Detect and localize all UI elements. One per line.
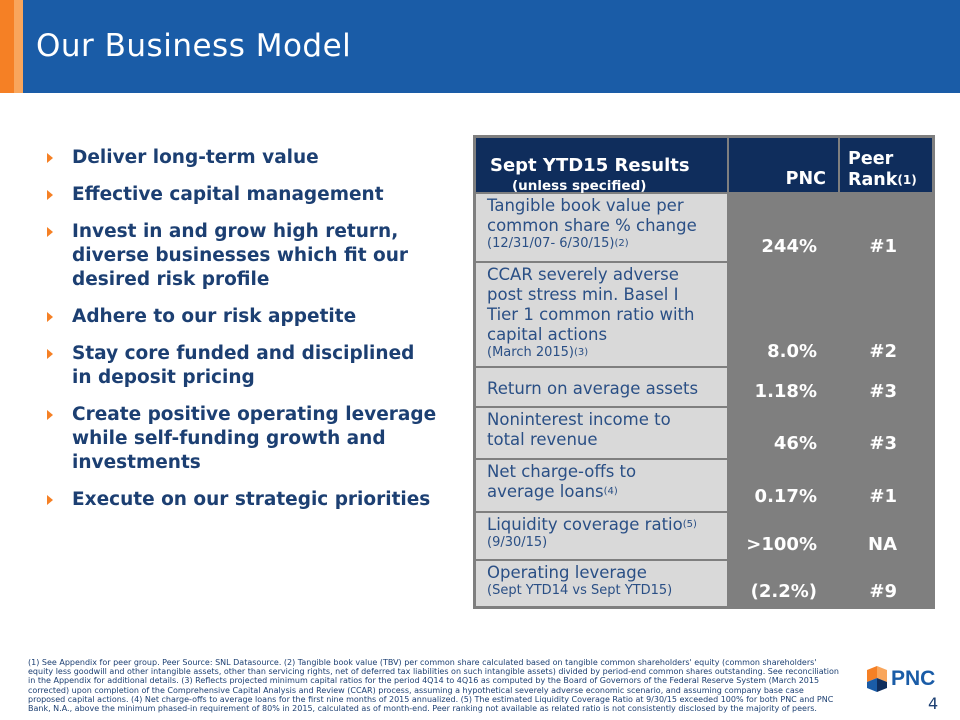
- caret-right-icon: [47, 227, 53, 237]
- header-rank-line1: Peer: [848, 149, 894, 169]
- caret-right-icon: [47, 495, 53, 505]
- bullet-text: Adhere to our risk appetite: [72, 306, 357, 327]
- footnote-ref: (4): [603, 486, 618, 497]
- row-label-line: Operating leverage: [487, 563, 647, 582]
- table-cell-rank: #3: [840, 368, 932, 406]
- footnote-ref: (5): [682, 519, 697, 530]
- title-accent-stripe-light: [14, 0, 23, 93]
- table-cell-pnc: >100%: [729, 513, 838, 559]
- bullet-item: Effective capital management: [44, 183, 439, 207]
- row-label-line: CCAR severely adverse: [487, 265, 679, 284]
- row-label-line: total revenue: [487, 430, 598, 449]
- header-pnc-cell: PNC: [729, 138, 838, 192]
- footnote-ref: (2): [614, 238, 629, 249]
- footnote-ref: (3): [574, 347, 589, 358]
- row-label-line: capital actions: [487, 325, 608, 344]
- caret-right-icon: [47, 312, 53, 322]
- caret-right-icon: [47, 349, 53, 359]
- table-cell-pnc: 0.17%: [729, 460, 838, 511]
- table-cell-rank: #1: [840, 194, 932, 261]
- bullet-item: Adhere to our risk appetite: [44, 305, 439, 329]
- table-cell-rank: #1: [840, 460, 932, 511]
- table-cell-pnc: 8.0%: [729, 263, 838, 366]
- table-row-label: Net charge-offs to average loans(4): [476, 460, 727, 511]
- bullet-item: Create positive operating leverage while…: [44, 403, 439, 475]
- row-label-sub: (9/30/15): [487, 535, 548, 550]
- table-cell-pnc: 1.18%: [729, 368, 838, 406]
- header-rank-label: Peer Rank(1): [848, 149, 917, 191]
- bullet-text: Deliver long-term value: [72, 147, 319, 168]
- bullet-item: Deliver long-term value: [44, 146, 439, 170]
- table-cell-rank: #9: [840, 561, 932, 606]
- row-label-line: post stress min. Basel I: [487, 285, 679, 304]
- bullet-text: Execute on our strategic priorities: [72, 489, 431, 510]
- footnote-text: (1) See Appendix for peer group. Peer So…: [28, 658, 839, 714]
- header-rank-line2: Rank: [848, 170, 898, 190]
- title-accent-stripe: [0, 0, 14, 93]
- table-cell-pnc: (2.2%): [729, 561, 838, 606]
- table-row-label: Tangible book value per common share % c…: [476, 194, 727, 261]
- table-cell-rank: #2: [840, 263, 932, 366]
- table-cell-pnc: 244%: [729, 194, 838, 261]
- row-label-sub: (March 2015)(3): [487, 345, 589, 360]
- row-label-line: Net charge-offs to: [487, 462, 637, 481]
- bullet-item: Invest in and grow high return, diverse …: [44, 220, 439, 292]
- pnc-logo: PNC: [865, 666, 935, 692]
- pnc-wing-icon: [867, 666, 887, 692]
- header-metric-cell: Sept YTD15 Results (unless specified): [476, 138, 727, 194]
- row-label-line: average loans(4): [487, 482, 618, 501]
- row-label-line: Return on average assets: [487, 379, 699, 398]
- row-label-line: Tier 1 common ratio with: [487, 305, 695, 324]
- table-row-label: Noninterest income to total revenue: [476, 408, 727, 458]
- table-cell-rank: #3: [840, 408, 932, 458]
- table-row-label: Operating leverage (Sept YTD14 vs Sept Y…: [476, 561, 727, 606]
- title-bar: Our Business Model: [0, 0, 960, 93]
- row-label-line: Noninterest income to: [487, 410, 671, 429]
- row-label-sub: (Sept YTD14 vs Sept YTD15): [487, 583, 673, 598]
- header-pnc-label: PNC: [785, 169, 826, 189]
- bullet-text: Invest in and grow high return, diverse …: [72, 221, 408, 290]
- row-label-line: Tangible book value per: [487, 196, 684, 215]
- table-cell-pnc: 46%: [729, 408, 838, 458]
- table-row-label: CCAR severely adverse post stress min. B…: [476, 263, 727, 366]
- bullet-text: Stay core funded and disciplined in depo…: [72, 343, 415, 388]
- bullet-text: Create positive operating leverage while…: [72, 404, 437, 473]
- header-rank-cell: Peer Rank(1): [840, 138, 932, 192]
- row-label-sub: (12/31/07- 6/30/15)(2): [487, 236, 629, 251]
- header-rank-note: (1): [897, 173, 917, 187]
- row-label-line: common share % change: [487, 216, 697, 235]
- header-metric-subtitle: (unless specified): [512, 178, 647, 194]
- bullet-item: Stay core funded and disciplined in depo…: [44, 342, 439, 390]
- caret-right-icon: [47, 190, 53, 200]
- header-metric-title: Sept YTD15 Results: [490, 155, 690, 176]
- bullet-list: Deliver long-term value Effective capita…: [44, 146, 439, 525]
- table-row-label: Return on average assets: [476, 368, 727, 406]
- slide-title: Our Business Model: [36, 28, 352, 64]
- table-cell-rank: NA: [840, 513, 932, 559]
- row-label-line: Liquidity coverage ratio(5): [487, 515, 697, 534]
- caret-right-icon: [47, 153, 53, 163]
- page-number: 4: [928, 694, 939, 713]
- pnc-logo-text: PNC: [891, 667, 936, 690]
- caret-right-icon: [47, 410, 53, 420]
- table-row-label: Liquidity coverage ratio(5) (9/30/15): [476, 513, 727, 559]
- results-table: Sept YTD15 Results (unless specified) PN…: [473, 135, 935, 609]
- bullet-item: Execute on our strategic priorities: [44, 488, 439, 512]
- bullet-text: Effective capital management: [72, 184, 384, 205]
